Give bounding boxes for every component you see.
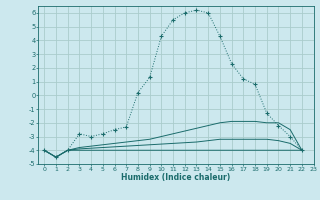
X-axis label: Humidex (Indice chaleur): Humidex (Indice chaleur) <box>121 173 231 182</box>
